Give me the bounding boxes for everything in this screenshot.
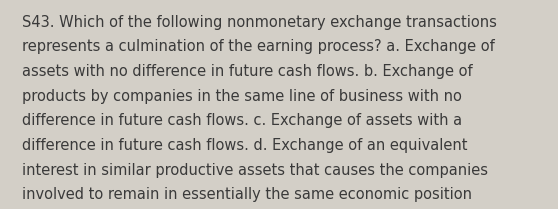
- Text: assets with no difference in future cash flows. b. Exchange of: assets with no difference in future cash…: [22, 64, 473, 79]
- Text: S43. Which of the following nonmonetary exchange transactions: S43. Which of the following nonmonetary …: [22, 15, 497, 30]
- Text: involved to remain in essentially the same economic position: involved to remain in essentially the sa…: [22, 187, 472, 202]
- Text: represents a culmination of the earning process? a. Exchange of: represents a culmination of the earning …: [22, 39, 495, 54]
- Text: interest in similar productive assets that causes the companies: interest in similar productive assets th…: [22, 163, 488, 178]
- Text: difference in future cash flows. c. Exchange of assets with a: difference in future cash flows. c. Exch…: [22, 113, 463, 128]
- Text: products by companies in the same line of business with no: products by companies in the same line o…: [22, 89, 462, 104]
- Text: difference in future cash flows. d. Exchange of an equivalent: difference in future cash flows. d. Exch…: [22, 138, 468, 153]
